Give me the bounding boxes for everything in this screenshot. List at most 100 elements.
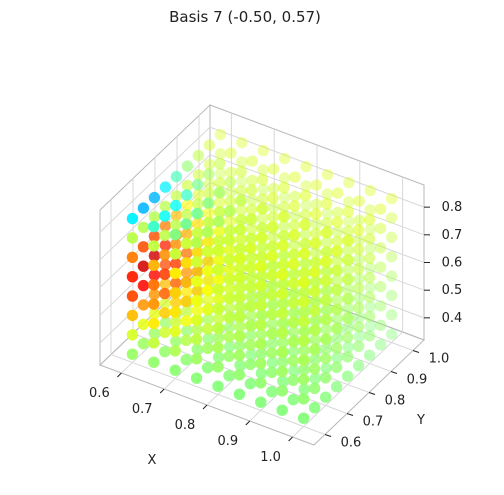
- data-point: [255, 270, 268, 282]
- data-point: [148, 288, 161, 301]
- data-point: [278, 152, 291, 165]
- data-point: [126, 290, 139, 302]
- y-tick-mark: [390, 371, 398, 374]
- data-point: [266, 279, 279, 291]
- data-point: [214, 167, 227, 179]
- data-point: [343, 215, 355, 227]
- data-point: [352, 360, 365, 372]
- data-point: [180, 334, 192, 346]
- data-point: [320, 323, 332, 336]
- data-point: [299, 209, 312, 221]
- data-point: [191, 304, 203, 317]
- data-point: [289, 210, 301, 222]
- data-point: [321, 168, 334, 181]
- data-point: [236, 175, 248, 187]
- data-point: [320, 265, 332, 277]
- data-point: [148, 317, 160, 330]
- data-point: [148, 191, 161, 204]
- data-point: [234, 301, 246, 313]
- data-point: [288, 200, 301, 212]
- data-point: [341, 254, 354, 266]
- data-point: [159, 249, 171, 261]
- data-point: [352, 263, 365, 275]
- data-point: [170, 209, 183, 221]
- data-point: [276, 268, 288, 281]
- data-point: [364, 281, 376, 294]
- data-point: [288, 306, 300, 319]
- data-point: [169, 306, 181, 318]
- x-tick-mark: [245, 420, 251, 426]
- data-point: [212, 215, 225, 228]
- data-point: [298, 383, 310, 395]
- data-point: [181, 160, 194, 172]
- data-point: [170, 335, 182, 347]
- data-point: [235, 185, 247, 197]
- data-point: [342, 322, 354, 334]
- data-point: [278, 220, 290, 232]
- data-point: [257, 164, 269, 176]
- data-point: [297, 276, 310, 289]
- data-point: [191, 246, 203, 258]
- data-point: [234, 282, 246, 294]
- data-point: [363, 349, 376, 361]
- data-point: [255, 367, 268, 379]
- data-point: [342, 341, 354, 353]
- data-point: [288, 248, 300, 261]
- data-point: [341, 351, 354, 363]
- data-point: [277, 336, 289, 349]
- data-point: [277, 259, 289, 271]
- data-point: [246, 155, 258, 167]
- data-point: [276, 346, 288, 358]
- data-point: [233, 388, 246, 400]
- data-point: [277, 210, 290, 223]
- data-point: [169, 364, 181, 376]
- data-point: [256, 241, 268, 253]
- data-point: [159, 239, 172, 251]
- grid-z-back: [209, 182, 425, 263]
- data-point: [190, 236, 203, 249]
- data-point: [308, 285, 321, 298]
- data-point: [212, 332, 225, 344]
- data-point: [137, 221, 150, 234]
- data-point: [159, 268, 171, 280]
- data-point: [278, 172, 291, 184]
- data-point: [170, 316, 182, 328]
- data-point: [321, 188, 334, 200]
- data-point: [320, 246, 332, 258]
- data-point: [255, 251, 268, 263]
- data-point: [288, 326, 300, 338]
- data-point: [234, 243, 246, 255]
- data-point: [341, 273, 354, 285]
- data-point: [353, 331, 365, 343]
- data-point: [276, 385, 288, 397]
- data-point: [159, 307, 171, 319]
- data-point: [332, 226, 344, 238]
- data-point: [276, 327, 288, 339]
- data-point: [364, 204, 376, 216]
- grid-z-left: [99, 126, 211, 233]
- data-point: [353, 253, 365, 265]
- data-point: [363, 330, 376, 342]
- data-point: [170, 238, 182, 250]
- data-point: [341, 312, 354, 324]
- z-tick-label: 0.8: [442, 200, 463, 215]
- data-point: [277, 356, 289, 368]
- data-point: [159, 317, 172, 329]
- y-tick-label: 1.0: [429, 352, 450, 367]
- data-point: [223, 244, 236, 256]
- y-tick-label: 0.6: [341, 436, 362, 451]
- data-point: [308, 402, 321, 414]
- data-point: [364, 243, 376, 255]
- y-tick-mark: [368, 392, 376, 395]
- data-point: [213, 225, 225, 237]
- data-point: [267, 231, 279, 243]
- data-point: [363, 310, 376, 323]
- data-point: [137, 338, 150, 350]
- y-axis-label: Y: [416, 413, 425, 428]
- data-point: [192, 178, 204, 191]
- data-point: [159, 210, 171, 222]
- data-point: [181, 247, 193, 259]
- data-point: [223, 282, 236, 295]
- data-point: [277, 278, 289, 290]
- y-tick-mark: [412, 350, 420, 353]
